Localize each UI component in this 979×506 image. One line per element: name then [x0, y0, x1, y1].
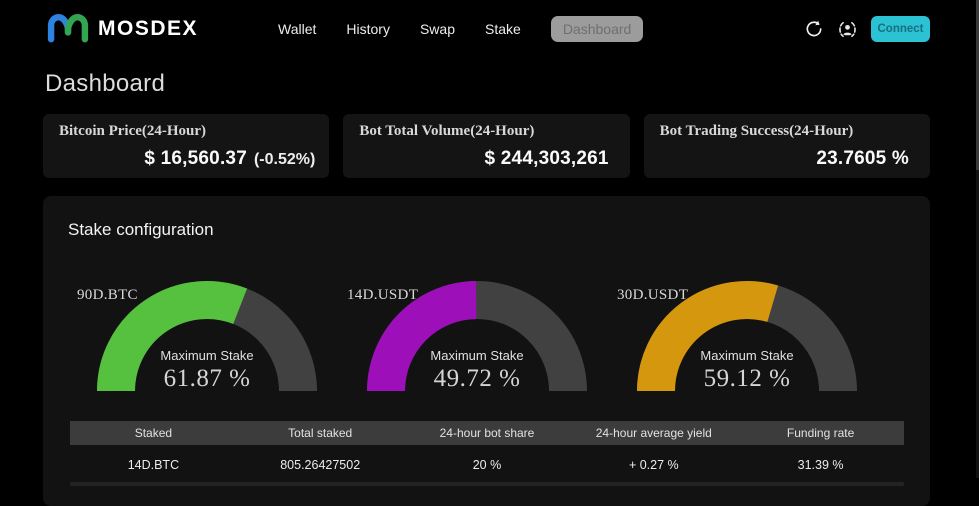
- nav-item-wallet[interactable]: Wallet: [278, 21, 317, 37]
- stake-table: Staked Total staked 24-hour bot share 24…: [70, 421, 904, 486]
- stat-card-bot-volume: Bot Total Volume(24-Hour) $ 244,303,261: [343, 114, 630, 178]
- stat-title: Bitcoin Price(24-Hour): [59, 123, 207, 139]
- cell-average-yield: + 0.27 %: [628, 458, 679, 472]
- gauge-chart: [97, 281, 317, 392]
- gauge-value: 49.72 %: [433, 365, 521, 392]
- gauges-row: 90D.BTC Maximum Stake 61.87 % 14D.USDT M…: [43, 270, 930, 410]
- main-nav: Wallet History Swap Stake Dashboard: [278, 16, 644, 42]
- stat-cards-row: Bitcoin Price(24-Hour) $ 16,560.37 (-0.5…: [43, 114, 930, 178]
- stake-configuration-card: Stake configuration 90D.BTC Maximum Stak…: [43, 196, 930, 506]
- gauge-90d-btc: 90D.BTC Maximum Stake 61.87 %: [77, 270, 327, 410]
- user-scan-icon[interactable]: [836, 18, 858, 40]
- gauge-14d-usdt: 14D.USDT Maximum Stake 49.72 %: [347, 270, 597, 410]
- gauge-value: 61.87 %: [163, 365, 251, 392]
- table-header-row: Staked Total staked 24-hour bot share 24…: [70, 421, 904, 445]
- gauge-center-label: Maximum Stake: [160, 348, 254, 363]
- table-header-total-staked: Total staked: [288, 426, 353, 440]
- cell-bot-share: 20 %: [472, 458, 502, 472]
- table-header-bot-share: 24-hour bot share: [439, 426, 535, 440]
- nav-item-stake[interactable]: Stake: [485, 21, 521, 37]
- gauge-center-label: Maximum Stake: [700, 348, 794, 363]
- stat-title: Bot Trading Success(24-Hour): [659, 123, 854, 139]
- mosdex-logo-icon: [45, 9, 91, 50]
- stat-value: $ 244,303,261: [484, 148, 609, 169]
- cell-funding-rate: 31.39 %: [797, 458, 844, 472]
- stat-card-bitcoin-price: Bitcoin Price(24-Hour) $ 16,560.37 (-0.5…: [43, 114, 330, 178]
- page-title: Dashboard: [45, 70, 166, 97]
- navbar: MOSDEX Wallet History Swap Stake Dashboa…: [0, 0, 979, 58]
- gauge-label: 30D.USDT: [617, 287, 689, 303]
- scrollbar-thumb[interactable]: [976, 0, 979, 170]
- table-header-staked: Staked: [134, 426, 173, 440]
- gauge-chart: [367, 281, 587, 392]
- gauge-chart: [637, 281, 857, 392]
- navbar-actions: Connect: [803, 16, 930, 42]
- stat-title: Bot Total Volume(24-Hour): [359, 123, 535, 139]
- gauge-center-label: Maximum Stake: [430, 348, 524, 363]
- stat-change: (-0.52%): [253, 151, 316, 168]
- gauge-label: 90D.BTC: [77, 287, 138, 303]
- nav-item-swap[interactable]: Swap: [419, 21, 455, 37]
- nav-item-history[interactable]: History: [346, 21, 390, 37]
- stat-value: 23.7605 %: [816, 148, 909, 169]
- stat-value: $ 16,560.37: [144, 148, 247, 169]
- nav-item-dashboard[interactable]: Dashboard: [550, 16, 644, 42]
- table-header-funding-rate: Funding rate: [786, 426, 855, 440]
- refresh-icon[interactable]: [803, 18, 825, 40]
- gauge-label: 14D.USDT: [347, 287, 419, 303]
- page-scrollbar[interactable]: [976, 0, 979, 478]
- brand-logo[interactable]: MOSDEX: [45, 9, 198, 50]
- table-row[interactable]: 14D.BTC 805.26427502 20 % + 0.27 % 31.39…: [70, 450, 904, 480]
- cell-total-staked: 805.26427502: [280, 458, 361, 472]
- connect-button[interactable]: Connect: [871, 16, 930, 42]
- gauge-value: 59.12 %: [703, 365, 791, 392]
- stat-card-bot-success: Bot Trading Success(24-Hour) 23.7605 %: [643, 114, 930, 178]
- next-table-row-partial: [70, 482, 904, 486]
- gauge-30d-usdt: 30D.USDT Maximum Stake 59.12 %: [617, 270, 867, 410]
- table-header-average-yield: 24-hour average yield: [595, 426, 712, 440]
- stake-section-title: Stake configuration: [68, 220, 214, 239]
- brand-name: MOSDEX: [98, 17, 199, 40]
- cell-staked: 14D.BTC: [127, 458, 180, 472]
